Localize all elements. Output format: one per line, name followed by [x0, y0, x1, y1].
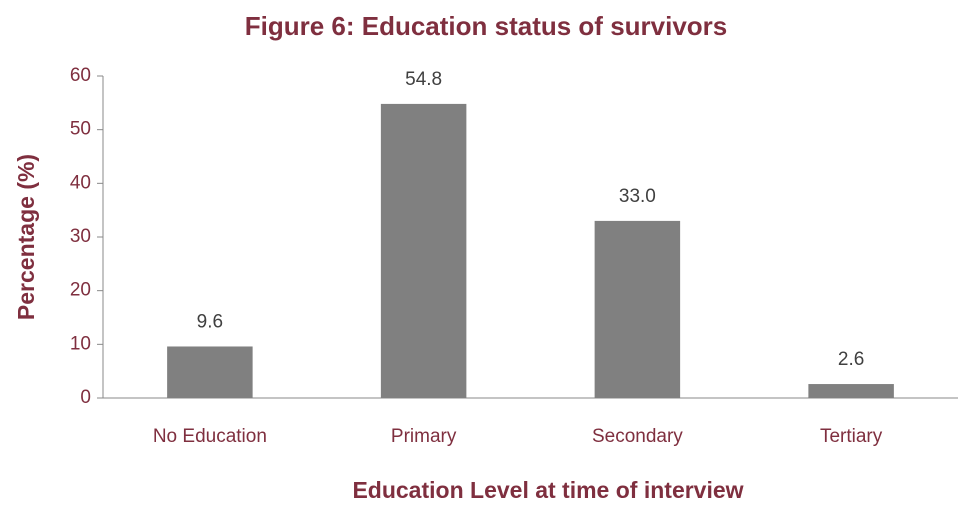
data-label: 9.6 — [197, 311, 223, 332]
x-tick-label: Secondary — [592, 426, 683, 447]
x-tick-label: Tertiary — [820, 426, 883, 447]
y-tick-label: 10 — [70, 333, 91, 354]
data-label: 2.6 — [838, 349, 864, 370]
y-tick-label: 60 — [70, 65, 91, 86]
x-tick-label: Primary — [391, 426, 457, 447]
y-axis-title: Percentage (%) — [13, 154, 39, 320]
chart-title: Figure 6: Education status of survivors — [245, 11, 728, 41]
y-tick-label: 30 — [70, 226, 91, 247]
data-label: 54.8 — [405, 69, 442, 90]
x-tick-label: No Education — [153, 426, 267, 447]
data-label: 33.0 — [619, 186, 656, 207]
bar — [380, 103, 467, 398]
y-tick-label: 40 — [70, 172, 91, 193]
bar — [808, 384, 894, 398]
y-tick-label: 20 — [70, 280, 91, 301]
y-tick-label: 0 — [80, 387, 91, 408]
bar — [594, 220, 681, 398]
x-axis-title: Education Level at time of interview — [352, 477, 743, 503]
bar — [167, 346, 253, 398]
y-tick-label: 50 — [70, 119, 91, 140]
